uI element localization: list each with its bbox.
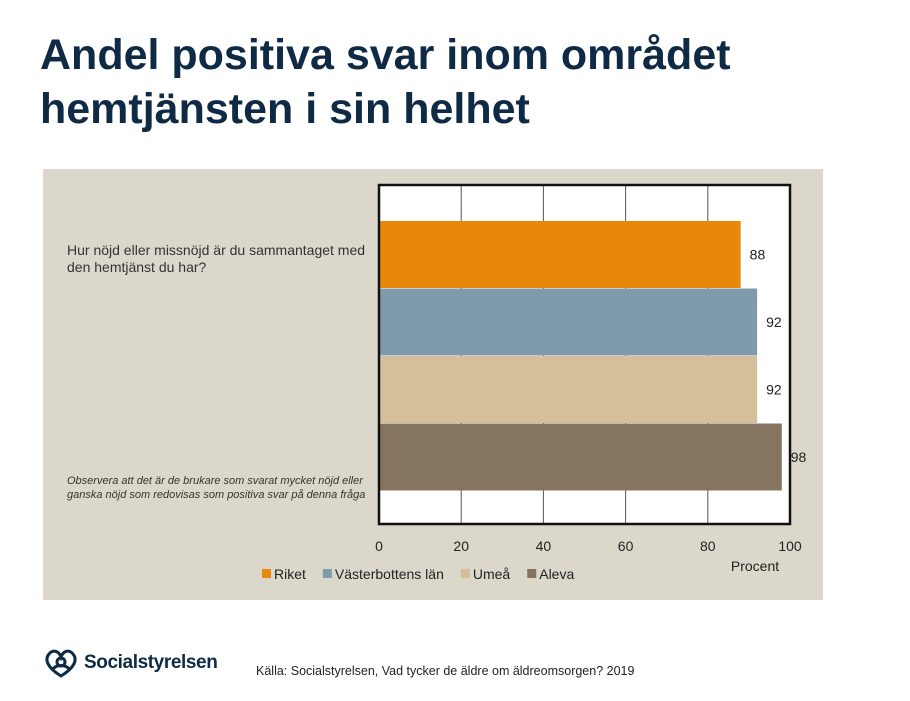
legend-label-ume-: Umeå xyxy=(473,566,511,582)
x-tick-label-100: 100 xyxy=(778,538,802,554)
chart-note: Observera att det är de brukare som svar… xyxy=(67,475,366,501)
data-label-ume-: 92 xyxy=(766,382,782,398)
data-label-v-sterbottens-l-n: 92 xyxy=(766,314,782,330)
legend-label-v-sterbottens-l-n: Västerbottens län xyxy=(335,566,444,582)
legend-swatch-aleva xyxy=(527,569,537,578)
x-axis-title: Procent xyxy=(731,558,779,574)
x-tick-label-0: 0 xyxy=(375,538,383,554)
page-title: Andel positiva svar inom området hemtjän… xyxy=(40,28,890,136)
legend-label-aleva: Aleva xyxy=(539,566,574,582)
page-title-line-2: hemtjänsten i sin helhet xyxy=(40,85,530,133)
x-tick-label-60: 60 xyxy=(618,538,634,554)
bar-ume- xyxy=(379,356,758,423)
bar-v-sterbottens-l-n xyxy=(379,288,758,356)
x-tick-label-20: 20 xyxy=(453,538,469,554)
data-label-aleva: 98 xyxy=(791,449,807,465)
logo-text: Socialstyrelsen xyxy=(84,652,218,673)
x-tick-label-40: 40 xyxy=(536,538,552,554)
bar-riket xyxy=(379,221,741,288)
data-label-riket: 88 xyxy=(750,247,766,263)
bar-aleva xyxy=(379,423,782,491)
legend-swatch-riket xyxy=(262,569,271,578)
x-tick-label-80: 80 xyxy=(700,538,716,554)
plot-area: 0 20 40 60 80 100 88 92 92 98 Procent Riket Västerbo… xyxy=(262,183,807,582)
plot-border xyxy=(377,183,792,526)
socialstyrelsen-emblem-icon xyxy=(45,649,77,678)
socialstyrelsen-logo: Socialstyrelsen xyxy=(42,645,218,681)
legend-label-riket: Riket xyxy=(274,566,306,582)
survey-question: Hur nöjd eller missnöjd är du sammantage… xyxy=(67,242,366,275)
source-citation: Källa: Socialstyrelsen, Vad tycker de äl… xyxy=(256,664,635,678)
legend-swatch-v-sterbottens-l-n xyxy=(322,569,332,578)
page-title-line-1: Andel positiva svar inom området xyxy=(40,31,731,79)
legend-swatch-ume- xyxy=(460,569,470,578)
